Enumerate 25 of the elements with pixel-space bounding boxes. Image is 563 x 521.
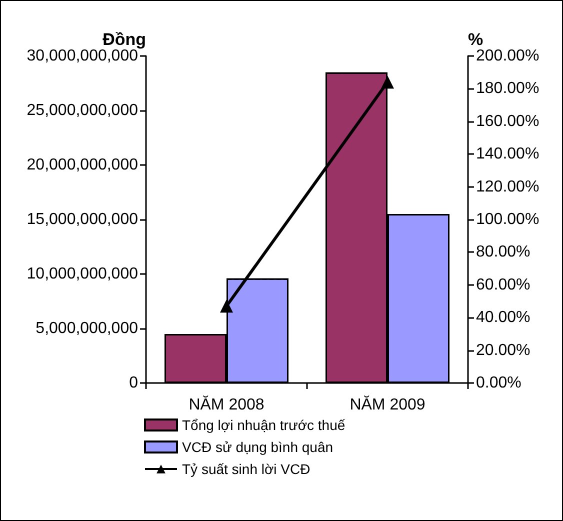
legend-label: VCĐ sử dụng bình quân bbox=[182, 439, 334, 455]
legend-label: Tỷ suất sinh lời VCĐ bbox=[182, 461, 310, 477]
y2-tick-label: 140.00% bbox=[476, 146, 540, 163]
y-tick-label: 25,000,000,000 bbox=[26, 102, 138, 119]
x-tick-label: NĂM 2009 bbox=[350, 396, 426, 414]
y2-tick-label: 0.00% bbox=[476, 374, 522, 392]
y2-tick-label: 180.00% bbox=[476, 80, 540, 98]
y-tick-label: 10,000,000,000 bbox=[26, 266, 138, 282]
y2-tick-label: 200.00% bbox=[476, 48, 540, 64]
y2-tick-label: 20.00% bbox=[476, 342, 530, 359]
y-tick-label: 20,000,000,000 bbox=[26, 156, 138, 174]
x-tick-label: NĂM 2008 bbox=[188, 396, 264, 414]
y2-tick-label: 160.00% bbox=[476, 112, 540, 130]
y2-tick-label: 120.00% bbox=[476, 178, 540, 196]
y2-tick-label: 60.00% bbox=[476, 276, 530, 294]
y-tick-label: 0 bbox=[129, 374, 138, 392]
y2-axis-title: % bbox=[468, 30, 484, 49]
y-tick-label: 5,000,000,000 bbox=[36, 320, 138, 337]
y2-tick-label: 100.00% bbox=[476, 211, 540, 228]
legend-label: Tổng lợi nhuận trước thuế bbox=[182, 417, 346, 433]
y2-tick-label: 80.00% bbox=[476, 244, 530, 261]
y-tick-label: 15,000,000,000 bbox=[26, 211, 138, 228]
y-tick-label: 30,000,000,000 bbox=[26, 48, 138, 64]
y2-tick-label: 40.00% bbox=[476, 309, 530, 326]
y-axis-title: Đồng bbox=[102, 30, 146, 49]
